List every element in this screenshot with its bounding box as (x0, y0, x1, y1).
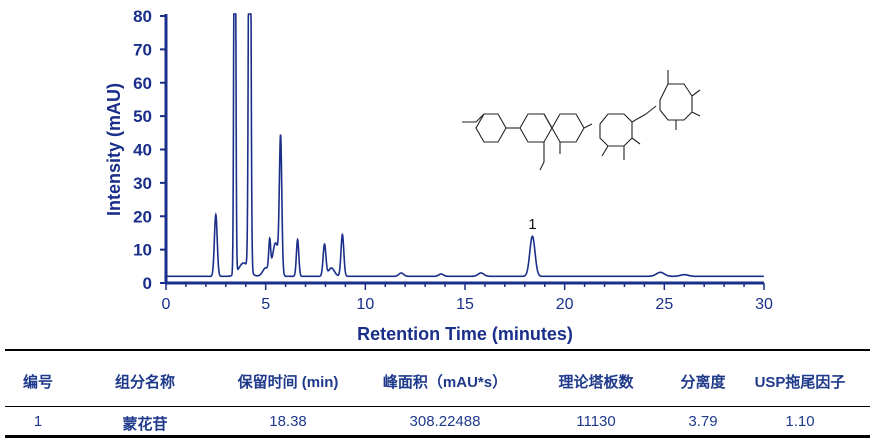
x-tick-label: 20 (556, 296, 574, 313)
table-cell: 11130 (576, 413, 616, 430)
column-header: 保留时间 (min) (237, 374, 339, 391)
chromatogram-trace (166, 13, 764, 278)
molecule-structure (462, 70, 701, 171)
table-cell: 蒙花苷 (122, 416, 168, 433)
y-tick-label: 70 (133, 40, 152, 59)
column-header: 理论塔板数 (558, 374, 634, 391)
table-cell: 3.79 (688, 413, 718, 430)
column-header: 组分名称 (114, 374, 176, 391)
column-header: 分离度 (680, 374, 726, 391)
chromatogram: 0 10 20 30 40 50 60 70 80 0 5 10 15 20 25 30 Retention T… (104, 7, 773, 344)
x-axis-label: Retention Time (minutes) (357, 324, 573, 344)
y-axis-label: Intensity (mAU) (104, 83, 124, 216)
column-header: 峰面积（mAU*s） (382, 374, 508, 391)
table-cell: 18.38 (269, 413, 307, 430)
table-cell: 1.10 (785, 413, 815, 430)
x-tick-label: 0 (162, 296, 171, 313)
y-tick-label: 20 (133, 207, 152, 226)
y-tick-label: 80 (133, 7, 152, 26)
y-tick-label: 30 (133, 174, 152, 193)
table-cell: 308.22488 (409, 413, 481, 430)
x-tick-label: 10 (356, 296, 374, 313)
x-tick-label: 30 (755, 296, 773, 313)
y-tick-label: 60 (133, 74, 152, 93)
table-cell: 1 (33, 413, 43, 430)
y-tick-label: 0 (143, 274, 152, 293)
column-header: 编号 (22, 374, 54, 391)
y-tick-label: 40 (133, 141, 152, 160)
x-tick-label: 5 (261, 296, 270, 313)
peak-label: 1 (528, 216, 536, 233)
y-tick-label: 50 (133, 107, 152, 126)
y-tick-label: 10 (133, 241, 152, 260)
column-header: USP拖尾因子 (754, 374, 846, 391)
x-tick-label: 15 (456, 296, 474, 313)
x-tick-label: 25 (655, 296, 673, 313)
